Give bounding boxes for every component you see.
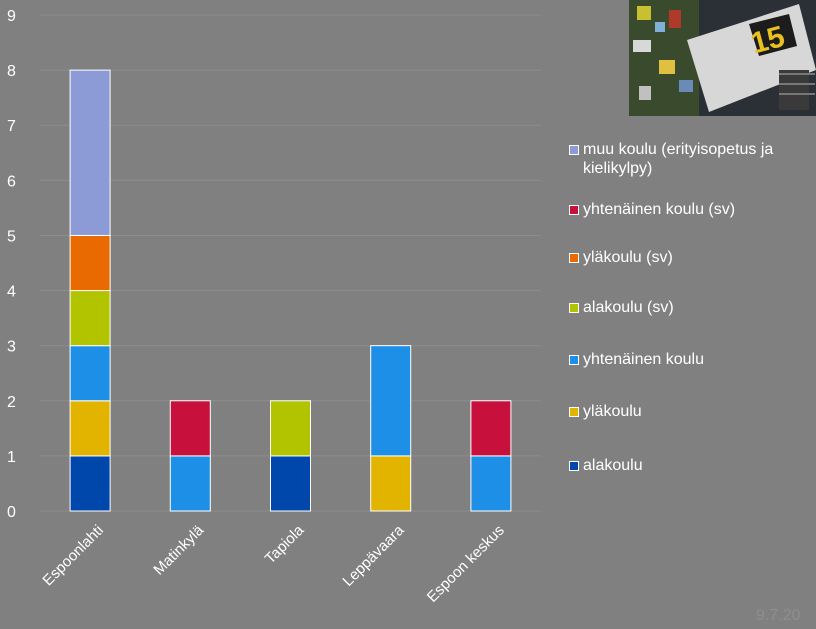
y-tick-label: 0: [7, 504, 16, 521]
y-tick-label: 6: [7, 173, 16, 190]
legend-label: alakoulu: [583, 456, 816, 475]
y-tick-label: 1: [7, 449, 16, 466]
y-tick-label: 9: [7, 8, 16, 25]
legend-label: yläkoulu: [583, 402, 816, 421]
legend-swatch: [569, 253, 579, 263]
legend-swatch: [569, 461, 579, 471]
y-tick-label: 5: [7, 228, 16, 245]
bar-segment: [70, 235, 110, 290]
bar-segment: [170, 401, 210, 456]
bar-segment: [271, 401, 311, 456]
legend-swatch: [569, 145, 579, 155]
bar-segment: [70, 346, 110, 401]
bar-segment: [471, 456, 511, 511]
legend-label: alakoulu (sv): [583, 298, 816, 317]
y-tick-label: 2: [7, 394, 16, 411]
legend-swatch: [569, 355, 579, 365]
x-tick-label: Leppävaara: [339, 521, 408, 590]
bar-segment: [70, 70, 110, 235]
legend-item: muu koulu (erityisopetus ja kielikylpy): [569, 140, 816, 178]
y-tick-label: 3: [7, 339, 16, 356]
legend-swatch: [569, 303, 579, 313]
legend-swatch: [569, 205, 579, 215]
x-axis: Espoonlahti Matinkylä Tapiola Leppävaara Esp…: [39, 521, 507, 605]
bar-segment: [70, 401, 110, 456]
bar-segment: [371, 346, 411, 456]
legend-item: alakoulu: [569, 456, 816, 475]
bar-segment: [471, 401, 511, 456]
y-tick-label: 8: [7, 63, 16, 80]
x-tick-label: Tapiola: [262, 521, 308, 567]
legend-item: yhtenäinen koulu (sv): [569, 200, 816, 219]
legend-label: yhtenäinen koulu: [583, 350, 816, 369]
legend-label: yläkoulu (sv): [583, 248, 816, 267]
decorative-photo: 15: [629, 0, 816, 116]
x-tick-label: Espoonlahti: [39, 522, 106, 589]
legend-item: yläkoulu: [569, 402, 816, 421]
y-axis: 0 1 2 3 4 5 6 7 8 9: [7, 8, 16, 521]
bar-segment: [70, 291, 110, 346]
legend-label: yhtenäinen koulu (sv): [583, 200, 816, 219]
x-tick-label: Espoon keskus: [424, 522, 508, 606]
legend-label: muu koulu (erityisopetus ja kielikylpy): [583, 140, 816, 178]
bar-segment: [271, 456, 311, 511]
y-tick-label: 7: [7, 118, 16, 135]
legend-item: yläkoulu (sv): [569, 248, 816, 267]
legend-swatch: [569, 407, 579, 417]
bar-segment: [70, 456, 110, 511]
y-tick-label: 4: [7, 284, 16, 301]
footer-date: 9.7.20: [756, 607, 800, 625]
legend-item: alakoulu (sv): [569, 298, 816, 317]
legend-item: yhtenäinen koulu: [569, 350, 816, 369]
bar-segment: [371, 456, 411, 511]
bar-segment: [170, 456, 210, 511]
x-tick-label: Matinkylä: [150, 521, 207, 578]
